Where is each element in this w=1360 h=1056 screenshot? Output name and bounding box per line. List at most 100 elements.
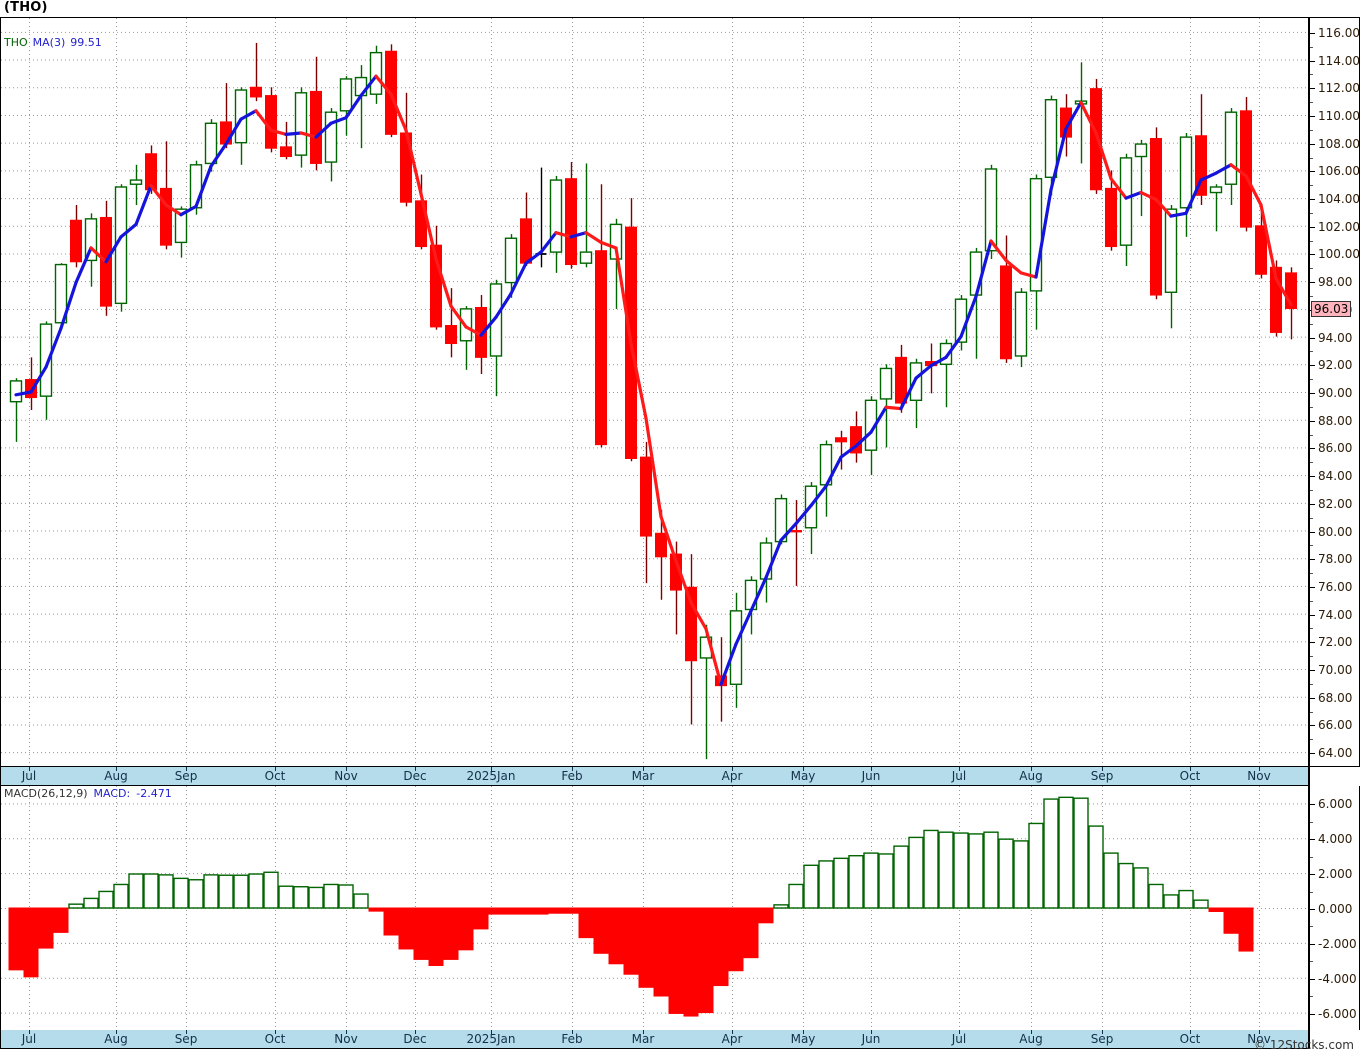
month-label-may[interactable]: May [790,769,816,783]
axis-tick [1309,60,1315,62]
month-label-2025jan[interactable]: 2025Jan [466,769,516,783]
month-label-aug[interactable]: Aug [1019,769,1043,783]
axis-tick [1309,839,1315,841]
month-label-jul[interactable]: Jul [21,1032,37,1046]
price-chart-panel[interactable]: THO MA(3) 99.51 [0,17,1309,767]
price-axis-label: 106.00 [1318,164,1360,179]
axis-tick-minor [1309,628,1313,630]
month-label-feb[interactable]: Feb [561,1032,583,1046]
month-tick [29,767,30,771]
month-label-aug[interactable]: Aug [1019,1032,1043,1046]
month-tick [803,1030,804,1034]
month-label-jul[interactable]: Jul [951,769,967,783]
month-label-sep[interactable]: Sep [174,769,198,783]
axis-tick-minor [1309,434,1313,436]
axis-tick-minor [1309,268,1313,270]
axis-tick-minor [1309,996,1313,998]
month-label-mar[interactable]: Mar [631,769,655,783]
price-axis-label: 76.00 [1318,579,1353,594]
macd-axis-label: -4.000 [1318,971,1357,986]
axis-tick-minor [1309,157,1313,159]
month-label-sep[interactable]: Sep [1090,769,1114,783]
macd-chart-panel[interactable]: MACD(26,12,9) MACD: -2.471 [0,786,1309,1030]
month-label-2025jan[interactable]: 2025Jan [466,1032,516,1046]
month-label-nov[interactable]: Nov [1247,1032,1271,1046]
axis-tick-minor [1309,856,1313,858]
axis-tick [1309,32,1315,34]
axis-tick [1309,448,1315,450]
axis-tick [1309,199,1315,201]
month-label-sep[interactable]: Sep [1090,1032,1114,1046]
price-axis-label: 88.00 [1318,413,1353,428]
macd-legend: MACD(26,12,9) MACD: -2.471 [4,788,172,800]
axis-tick [1309,909,1315,910]
month-tick [346,1030,347,1034]
month-tick [275,1030,276,1034]
price-axis-label: 116.00 [1318,25,1360,40]
month-tick [959,767,960,771]
month-tick [491,1030,492,1034]
axis-tick-minor [1309,600,1313,602]
month-label-nov[interactable]: Nov [334,1032,358,1046]
x-axis-months-top[interactable]: Jul Aug Sep Oct Nov Dec 2025Jan Feb Mar Apr May Jun… [0,767,1309,786]
month-label-jul[interactable]: Jul [951,1032,967,1046]
axis-tick-minor [1309,46,1313,48]
axis-tick [1309,337,1315,339]
month-tick [803,767,804,771]
month-tick [732,1030,733,1034]
axis-tick [1309,804,1315,806]
axis-tick [1309,420,1315,422]
month-label-jun[interactable]: Jun [861,1032,881,1046]
price-axis-label: 102.00 [1318,219,1360,234]
month-label-jul[interactable]: Jul [21,769,37,783]
month-label-nov[interactable]: Nov [334,769,358,783]
month-label-dec[interactable]: Dec [403,1032,427,1046]
month-tick [1190,1030,1191,1034]
month-label-aug[interactable]: Aug [104,1032,128,1046]
axis-tick [1309,393,1315,394]
price-axis-label: 84.00 [1318,469,1353,484]
month-label-apr[interactable]: Apr [721,1032,743,1046]
axis-tick [1309,1013,1315,1015]
axis-tick-minor [1309,573,1313,575]
month-label-apr[interactable]: Apr [721,769,743,783]
price-candlestick-svg [1,18,1308,766]
month-tick [346,767,347,771]
month-label-oct[interactable]: Oct [264,1032,286,1046]
month-label-sep[interactable]: Sep [174,1032,198,1046]
y-axis-spine [1309,17,1310,1049]
price-axis-label: 90.00 [1318,386,1353,400]
price-axis-label: 94.00 [1318,330,1353,345]
axis-tick-minor [1309,185,1313,187]
axis-tick-minor [1309,296,1313,298]
month-label-oct[interactable]: Oct [1179,769,1201,783]
axis-tick-minor [1309,961,1313,963]
axis-tick [1309,753,1315,755]
month-tick [275,767,276,771]
month-label-nov[interactable]: Nov [1247,769,1271,783]
x-axis-months-bottom[interactable]: Jul Aug Sep Oct Nov Dec 2025Jan Feb Mar Apr May Jun… [0,1030,1309,1049]
month-label-oct[interactable]: Oct [1179,1032,1201,1046]
month-label-dec[interactable]: Dec [403,769,427,783]
month-label-may[interactable]: May [790,1032,816,1046]
axis-tick [1309,171,1315,173]
axis-tick [1309,476,1315,478]
axis-tick-minor [1309,323,1313,325]
axis-tick [1309,115,1315,117]
month-label-oct[interactable]: Oct [264,769,286,783]
month-label-feb[interactable]: Feb [561,769,583,783]
month-tick [572,1030,573,1034]
month-label-aug[interactable]: Aug [104,769,128,783]
price-axis-label: 86.00 [1318,441,1353,456]
axis-tick-minor [1309,821,1313,823]
price-axis-label: 66.00 [1318,718,1353,733]
price-axis-label: 98.00 [1318,275,1353,290]
axis-tick [1309,874,1315,876]
month-tick [186,767,187,771]
month-label-mar[interactable]: Mar [631,1032,655,1046]
macd-axis-label: 0.000 [1318,902,1353,916]
month-label-jun[interactable]: Jun [861,769,881,783]
legend-symbol: THO [4,36,28,49]
month-tick [29,1030,30,1034]
